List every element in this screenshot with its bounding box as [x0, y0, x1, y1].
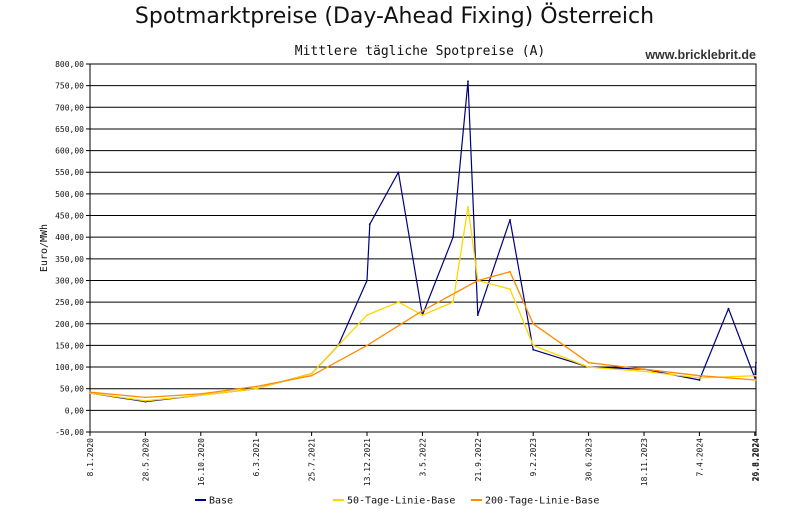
y-axis-label: Euro/MWh	[39, 224, 50, 272]
y-tick-label: 250,00	[55, 298, 84, 307]
legend-label-ma200: 200-Tage-Linie-Base	[485, 496, 599, 507]
data-point-ma50	[366, 314, 368, 317]
data-point-ma200	[587, 361, 590, 364]
data-point-base	[755, 361, 757, 364]
data-point-ma50	[397, 301, 400, 304]
x-tick-label: 26.8.2024	[751, 438, 760, 482]
x-tick-label: 25.7.2021	[308, 438, 317, 482]
data-point-base	[366, 279, 368, 282]
data-point-ma200	[89, 391, 91, 394]
y-tick-label: 0,00	[65, 406, 84, 415]
data-point-ma200	[509, 270, 511, 273]
series-line-ma200	[89, 271, 757, 399]
y-tick-label: 350,00	[55, 255, 84, 264]
x-tick-label: 13.12.2021	[363, 438, 372, 486]
data-point-ma50	[643, 370, 645, 373]
data-point-ma200	[310, 374, 313, 377]
legend-label-ma50: 50-Tage-Linie-Base	[347, 496, 455, 507]
plot-area	[89, 63, 757, 433]
data-point-base	[452, 236, 454, 239]
x-tick-label: 30.6.2023	[585, 438, 594, 482]
data-point-ma200	[144, 396, 147, 399]
x-tick-label: 8.1.2020	[86, 438, 95, 477]
data-point-ma50	[255, 387, 258, 390]
series-lines	[89, 80, 757, 403]
y-tick-label: 700,00	[55, 103, 84, 112]
y-tick-label: 550,00	[55, 168, 84, 177]
chart-title: Spotmarktpreise (Day-Ahead Fixing) Öster…	[134, 4, 655, 29]
data-point-ma50	[509, 288, 511, 291]
data-point-ma50	[467, 205, 469, 208]
x-tick-label: 29.8.2024	[752, 438, 761, 482]
data-point-ma50	[698, 376, 701, 379]
data-point-ma200	[255, 385, 258, 388]
data-point-ma50	[755, 374, 757, 377]
y-tick-label: 400,00	[55, 233, 84, 242]
x-tick-label: 28.5.2020	[141, 438, 150, 482]
data-point-base	[397, 171, 400, 174]
data-point-ma50	[532, 344, 535, 347]
y-tick-label: 50,00	[60, 385, 84, 394]
data-point-base	[476, 314, 479, 317]
x-tick-label: 6.3.2021	[252, 438, 261, 477]
y-tick-label: -50,00	[55, 428, 84, 437]
data-point-ma50	[421, 314, 424, 317]
y-tick-label: 600,00	[55, 147, 84, 156]
data-point-ma200	[199, 393, 202, 395]
data-point-base	[368, 223, 371, 226]
y-tick-label: 150,00	[55, 341, 84, 350]
chart-subtitle: Mittlere tägliche Spotpreise (A)	[294, 44, 546, 59]
data-point-base	[753, 376, 756, 379]
data-point-ma200	[476, 279, 479, 282]
y-tick-label: 500,00	[55, 190, 84, 199]
data-point-ma200	[755, 379, 757, 381]
legend-label-base: Base	[209, 496, 233, 507]
data-point-base	[532, 348, 535, 351]
watermark: www.bricklebrit.de	[645, 48, 756, 62]
data-point-ma50	[144, 399, 147, 402]
data-point-base	[698, 379, 701, 381]
data-point-ma200	[366, 344, 368, 347]
data-point-base	[509, 218, 511, 221]
y-tick-label: 200,00	[55, 320, 84, 329]
x-tick-label: 18.11.2023	[640, 438, 649, 486]
data-point-base	[467, 80, 469, 83]
y-tick-label: 800,00	[55, 60, 84, 69]
data-point-ma50	[452, 301, 454, 304]
axes: -50,00 0,00 50,00 100,00 150,00 200,00 250,00 3…	[39, 60, 761, 486]
x-tick-label: 16.10.2020	[197, 438, 206, 486]
data-point-base	[727, 307, 730, 310]
legend: Base 50-Tage-Linie-Base 200-Tage-Linie-Bas…	[195, 496, 599, 507]
data-point-ma200	[421, 309, 424, 312]
data-point-ma50	[310, 372, 313, 375]
x-tick-label: 3.5.2022	[418, 438, 427, 477]
y-tick-label: 750,00	[55, 82, 84, 91]
y-tick-label: 300,00	[55, 276, 84, 285]
data-point-ma50	[587, 366, 590, 368]
data-point-ma200	[532, 322, 535, 325]
x-tick-label: 9.2.2023	[529, 438, 538, 477]
y-tick-label: 450,00	[55, 212, 84, 221]
x-tick-label: 21.9.2022	[474, 438, 483, 482]
data-point-ma200	[698, 374, 701, 377]
grid	[89, 63, 757, 433]
data-point-ma50	[199, 394, 202, 397]
y-tick-label: 650,00	[55, 125, 84, 134]
x-tick-label: 7.4.2024	[695, 438, 704, 477]
y-tick-label: 100,00	[55, 363, 84, 372]
data-point-ma200	[643, 368, 645, 371]
